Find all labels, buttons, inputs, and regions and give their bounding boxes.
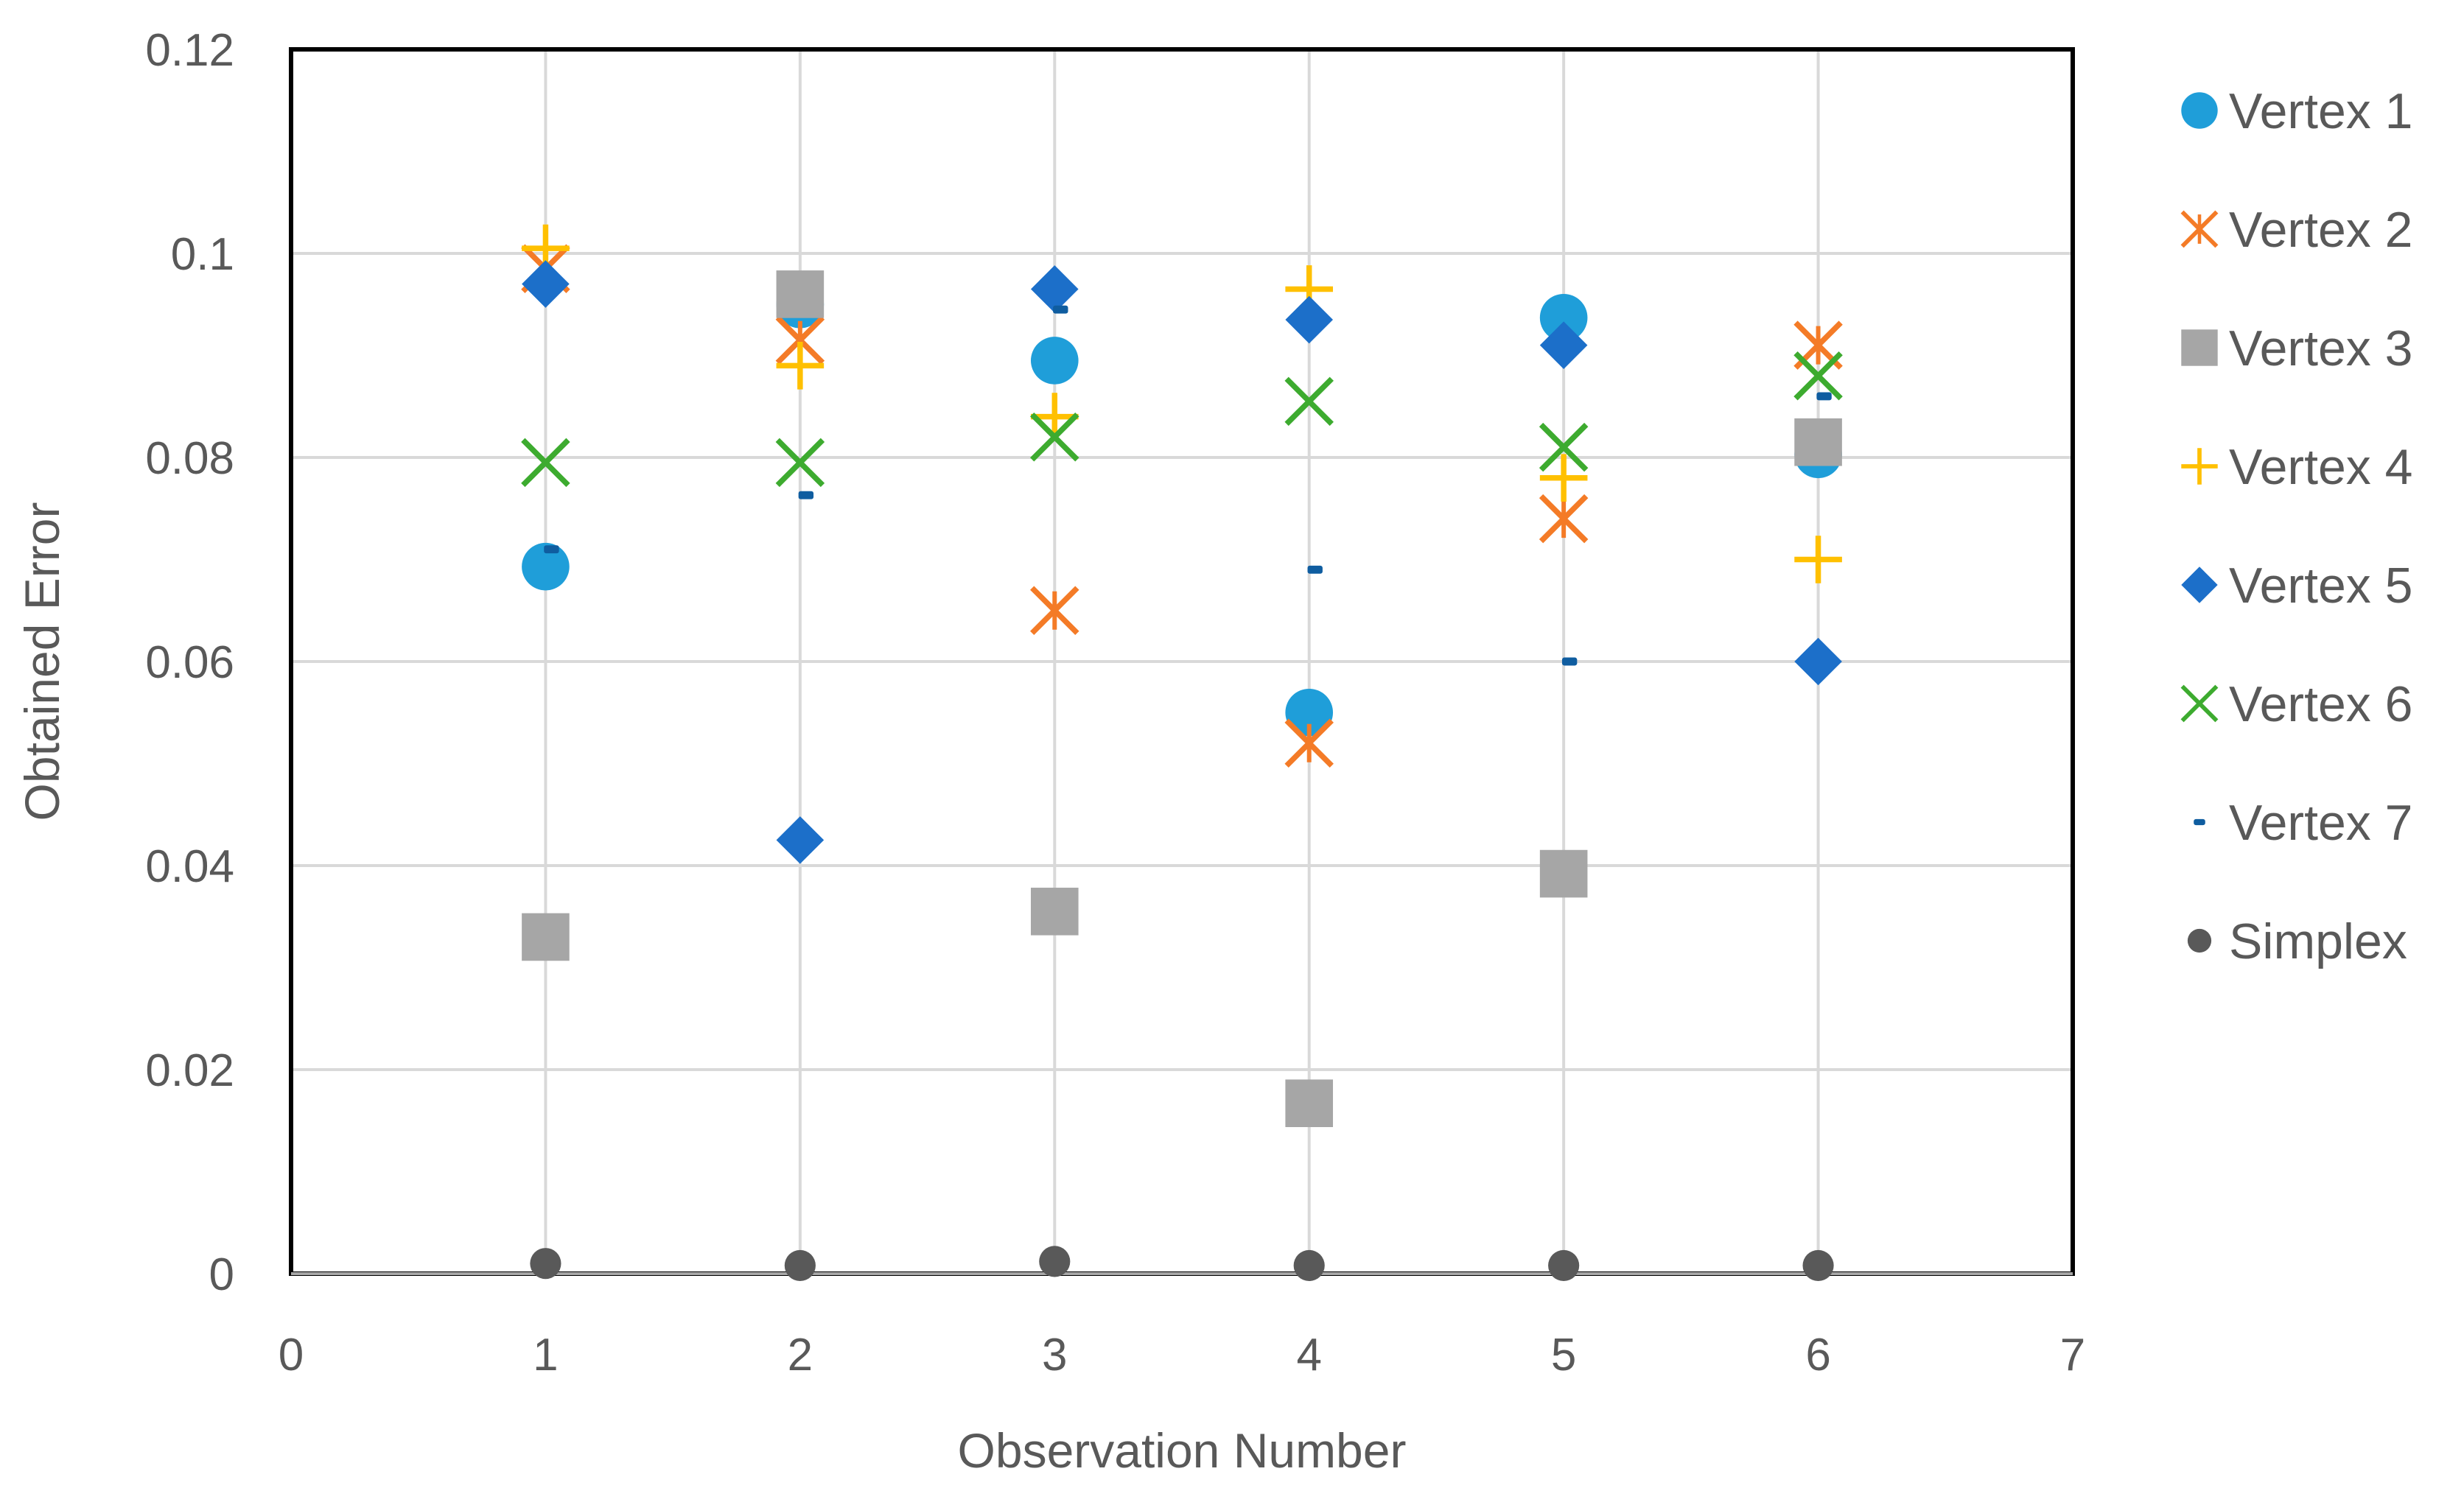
point-vertex-4 [1030,393,1079,441]
x-tick-label: 5 [1551,1330,1576,1381]
point-vertex-3 [776,270,825,318]
y-tick-label: 0.08 [145,433,234,484]
y-axis-ticks: 0 0.02 0.04 0.06 0.08 0.1 0.12 [145,25,234,1300]
point-vertex-4 [776,342,825,390]
point-vertex-6 [1030,413,1079,462]
x-tick-label: 3 [1042,1330,1067,1381]
point-vertex-5 [1285,295,1334,344]
point-vertex-4 [1794,536,1842,583]
point-vertex-2 [1284,718,1334,768]
legend-marker-vertex-2 [2180,210,2219,248]
legend-label-simplex: Simplex [2229,913,2407,969]
point-vertex-7 [798,491,814,499]
point-simplex [1548,1249,1580,1282]
legend-marker-vertex-3 [2181,329,2218,366]
y-tick-label: 0.12 [145,25,234,76]
point-vertex-1 [1030,337,1079,385]
point-simplex [530,1248,561,1280]
legend: Vertex 1 Vertex 2 Vertex 3 Vertex 4 Vertex 5… [2180,83,2413,969]
point-vertex-3 [522,913,570,961]
legend-label-vertex-2: Vertex 2 [2229,202,2413,258]
y-tick-label: 0.06 [145,637,234,688]
point-vertex-6 [775,438,825,488]
data-points [521,224,1843,1282]
legend-marker-simplex [2187,928,2212,953]
x-axis-title: Observation Number [958,1423,1407,1478]
point-simplex [784,1249,816,1282]
point-vertex-2 [1539,494,1589,544]
point-simplex [1039,1246,1071,1277]
y-tick-label: 0.1 [171,229,234,280]
point-vertex-1 [522,542,570,591]
legend-label-vertex-5: Vertex 5 [2229,558,2413,614]
point-vertex-6 [1539,422,1589,472]
legend-marker-vertex-5 [2181,566,2218,603]
point-vertex-1 [1285,688,1334,737]
point-vertex-3 [1794,418,1842,466]
point-vertex-5 [1539,321,1588,369]
x-tick-label: 0 [279,1330,304,1381]
legend-marker-vertex-6 [2180,684,2219,723]
point-vertex-4 [1539,454,1588,502]
point-vertex-7 [544,545,559,554]
point-simplex [1802,1249,1834,1282]
point-vertex-5 [522,260,570,308]
point-vertex-7 [1561,657,1578,666]
point-vertex-7 [1307,565,1323,574]
point-vertex-5 [1030,265,1079,313]
x-tick-label: 1 [533,1330,558,1381]
y-axis-title: Obtained Error [15,502,69,821]
point-vertex-6 [1284,376,1334,427]
point-vertex-3 [1030,888,1079,936]
point-vertex-6 [1793,351,1843,401]
x-tick-label: 6 [1805,1330,1830,1381]
legend-marker-vertex-7 [2194,818,2205,826]
point-vertex-7 [1053,305,1068,314]
point-vertex-1 [1539,293,1588,342]
y-tick-label: 0.02 [145,1045,234,1096]
legend-marker-vertex-1 [2181,92,2218,129]
x-tick-label: 4 [1296,1330,1321,1381]
point-vertex-3 [1539,849,1588,898]
x-axis-ticks: 0 1 2 3 4 5 6 7 [279,1330,2085,1381]
y-tick-label: 0.04 [145,841,234,892]
point-vertex-3 [1285,1079,1334,1128]
y-tick-label: 0 [209,1249,234,1300]
point-vertex-2 [1030,586,1079,635]
legend-marker-vertex-4 [2181,448,2218,485]
point-vertex-5 [776,816,825,864]
point-vertex-5 [1794,637,1842,686]
legend-label-vertex-3: Vertex 3 [2229,320,2413,376]
legend-label-vertex-6: Vertex 6 [2229,676,2413,732]
point-simplex [1293,1249,1325,1282]
legend-label-vertex-4: Vertex 4 [2229,439,2413,495]
legend-label-vertex-1: Vertex 1 [2229,83,2413,139]
legend-label-vertex-7: Vertex 7 [2229,795,2413,851]
x-tick-label: 7 [2060,1330,2085,1381]
x-tick-label: 2 [788,1330,813,1381]
point-vertex-6 [521,438,570,488]
point-vertex-7 [1816,392,1832,401]
